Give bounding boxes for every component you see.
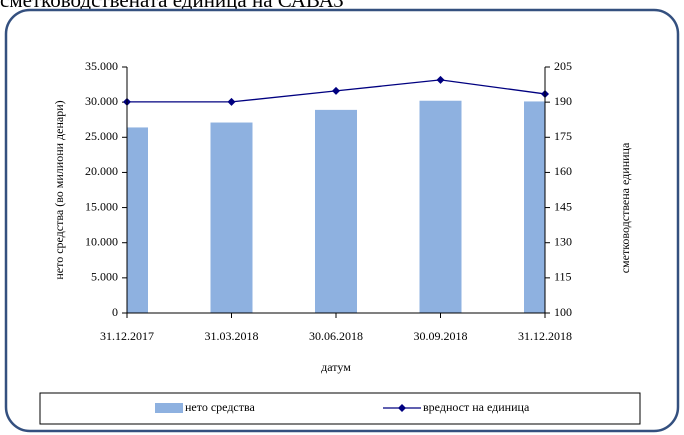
legend-marker: [398, 404, 406, 412]
legend-box: [39, 392, 641, 425]
y2-tick-label: 175: [554, 129, 572, 143]
y2-tick-label: 145: [554, 199, 572, 213]
legend-label: нето средства: [185, 400, 256, 414]
plot-area: [127, 100, 545, 313]
y-tick-label: 5.000: [91, 270, 118, 284]
chart-title: сметководствената единица на САВАЗ: [0, 0, 344, 12]
x-axis-label: датум: [321, 360, 351, 374]
y-tick-label: 15.000: [85, 199, 118, 213]
y2-tick-label: 160: [554, 164, 572, 178]
line-marker: [436, 75, 445, 84]
y2-tick-label: 115: [554, 270, 572, 284]
y2-tick-label: 100: [554, 305, 572, 319]
line-marker: [332, 86, 340, 95]
y-tick-label: 35.000: [85, 59, 118, 73]
bar: [210, 122, 253, 313]
y-tick-label: 30.000: [85, 94, 118, 108]
y-tick-label: 10.000: [85, 234, 118, 248]
line-marker: [227, 97, 236, 106]
y-axis-label: нето средства (во милиони денари): [52, 100, 66, 279]
bar: [524, 101, 545, 313]
x-tick-label: 31.12.2017: [100, 329, 154, 343]
bar: [419, 100, 462, 313]
y2-axis-label: сметководствена единица: [618, 142, 632, 273]
bar: [315, 109, 357, 313]
legend-swatch: [155, 403, 183, 413]
x-tick-label: 30.06.2018: [309, 329, 363, 343]
x-tick-label: 31.03.2018: [205, 329, 259, 343]
y-tick-label: 25.000: [85, 129, 118, 143]
bar: [127, 127, 148, 313]
x-tick-label: 30.09.2018: [414, 329, 468, 343]
y-tick-label: 20.000: [85, 164, 118, 178]
y2-tick-label: 190: [554, 94, 572, 108]
y-tick-label: 0: [112, 305, 118, 319]
legend-label: вредност на единица: [423, 400, 530, 414]
x-tick-label: 31.12.2018: [518, 329, 572, 343]
y2-tick-label: 130: [554, 234, 572, 248]
y2-tick-label: 205: [554, 59, 572, 73]
